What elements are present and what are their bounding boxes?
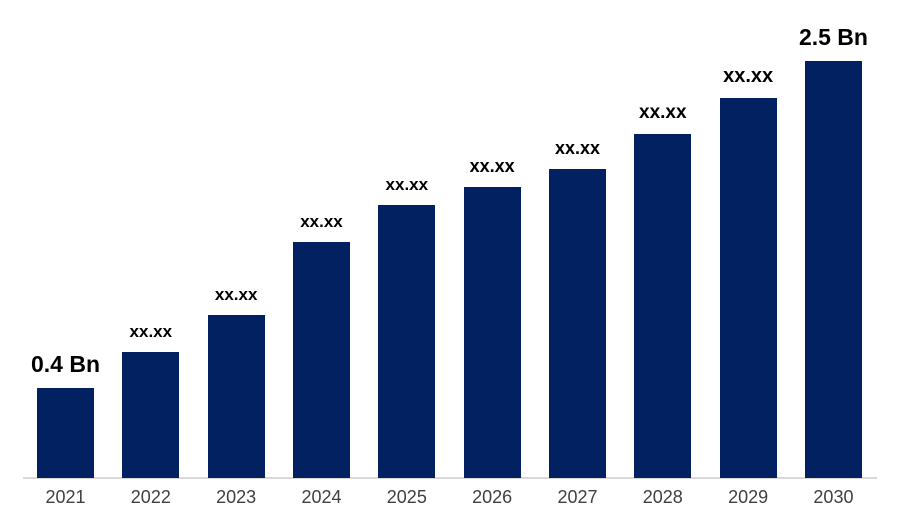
bar-value-label: xx.xx <box>300 212 343 231</box>
bar-column: xx.xx <box>207 285 265 478</box>
bar-column: 0.4 Bn <box>31 353 100 478</box>
bar-column: xx.xx <box>719 65 777 478</box>
bar-value-label: xx.xx <box>723 65 774 87</box>
bar <box>122 352 180 478</box>
x-tick-label: 2025 <box>386 487 427 507</box>
bar-value-label: 2.5 Bn <box>798 24 868 50</box>
bar-column: xx.xx <box>548 138 606 478</box>
bar-value-label: xx.xx <box>554 138 600 158</box>
bar <box>292 242 350 478</box>
x-tick-label: 2022 <box>130 487 171 507</box>
x-tick-label: 2028 <box>642 487 683 507</box>
bar <box>719 98 777 478</box>
x-tick-label: 2024 <box>301 487 342 507</box>
bar <box>378 205 436 478</box>
x-tick-label: 2027 <box>557 487 598 507</box>
bar-value-label: xx.xx <box>469 156 515 176</box>
bar-value-label: 0.4 Bn <box>30 351 101 377</box>
bar-column: xx.xx <box>634 102 692 478</box>
bar-value-label: xx.xx <box>129 322 173 341</box>
bar-column: 2.5 Bn <box>799 26 868 478</box>
x-axis-labels: 2021 2022 2023 2024 2025 2026 2027 2028 2029 2030 <box>37 487 862 508</box>
x-tick-label: 2026 <box>472 487 513 507</box>
bar <box>804 61 862 478</box>
bar-column: xx.xx <box>122 322 180 478</box>
bar <box>37 388 94 478</box>
x-tick-label: 2021 <box>45 487 86 507</box>
x-tick-label: 2029 <box>728 487 769 507</box>
bar <box>463 187 521 478</box>
bar-column: xx.xx <box>378 175 436 478</box>
bar-column: xx.xx <box>463 156 521 478</box>
bar-value-label: xx.xx <box>214 285 258 304</box>
bar-column: xx.xx <box>292 212 350 478</box>
x-axis-line <box>23 477 877 479</box>
x-tick-label: 2030 <box>813 487 854 507</box>
bar-value-label: xx.xx <box>385 175 429 194</box>
bar-value-label: xx.xx <box>639 102 687 123</box>
bar <box>207 315 265 478</box>
bar <box>634 134 692 478</box>
x-tick-label: 2023 <box>216 487 257 507</box>
bar <box>548 169 606 478</box>
bars-area: 0.4 Bn xx.xx xx.xx xx.xx xx.xx xx.xx xx.xx xx.x… <box>31 0 868 478</box>
